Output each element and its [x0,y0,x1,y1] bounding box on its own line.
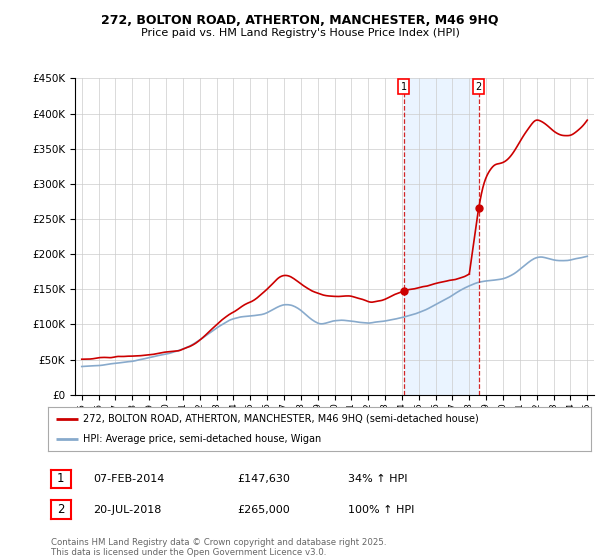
Text: £265,000: £265,000 [237,505,290,515]
Text: HPI: Average price, semi-detached house, Wigan: HPI: Average price, semi-detached house,… [83,434,322,444]
Bar [404,78,479,395]
Text: 2: 2 [57,503,65,516]
Text: 272, BOLTON ROAD, ATHERTON, MANCHESTER, M46 9HQ (semi-detached house): 272, BOLTON ROAD, ATHERTON, MANCHESTER, … [83,414,479,424]
Text: Contains HM Land Registry data © Crown copyright and database right 2025.
This d: Contains HM Land Registry data © Crown c… [51,538,386,557]
Text: 20-JUL-2018: 20-JUL-2018 [93,505,161,515]
Text: 07-FEB-2014: 07-FEB-2014 [93,474,164,484]
Text: 100% ↑ HPI: 100% ↑ HPI [348,505,415,515]
Text: Price paid vs. HM Land Registry's House Price Index (HPI): Price paid vs. HM Land Registry's House … [140,28,460,38]
Text: 1: 1 [401,82,407,92]
Text: 34% ↑ HPI: 34% ↑ HPI [348,474,407,484]
Text: 2: 2 [475,82,482,92]
Text: £147,630: £147,630 [237,474,290,484]
Text: 272, BOLTON ROAD, ATHERTON, MANCHESTER, M46 9HQ: 272, BOLTON ROAD, ATHERTON, MANCHESTER, … [101,14,499,27]
Text: 1: 1 [57,472,65,486]
